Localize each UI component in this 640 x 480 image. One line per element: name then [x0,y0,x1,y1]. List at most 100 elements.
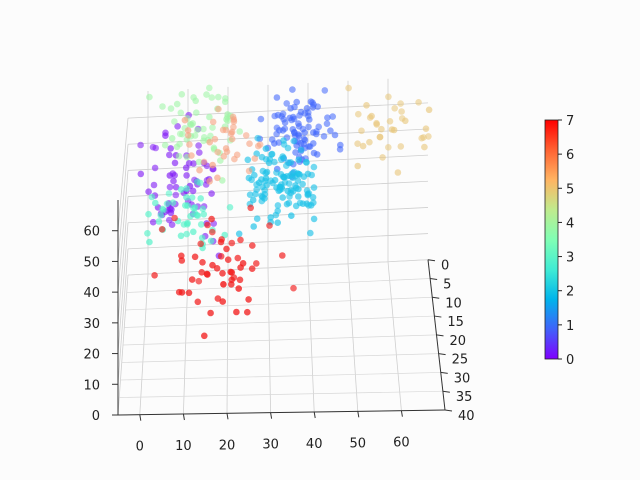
scatter-point [257,115,265,123]
scatter-point [228,239,236,247]
scatter-point [359,142,367,150]
scatter-point [296,199,304,207]
colorbar-gradient [544,119,559,360]
scatter-point [234,254,242,262]
scatter-point [391,105,399,112]
scatter-point [259,167,267,175]
z-axis-ticks: 0 10 20 30 40 50 60 [83,225,118,424]
scatter-point [235,285,242,292]
scatter-point [280,154,288,162]
scatter-point [214,295,222,302]
colorbar-tick-label: 0 [566,353,574,368]
scatter-point [310,163,318,171]
scatter-point [193,126,201,134]
scatter-point [355,110,362,118]
scatter-point [336,146,344,153]
scatter-point [250,223,257,230]
scatter-point [185,289,193,297]
scatter-point [181,116,189,124]
x-tick-mark [357,411,360,418]
y-tick-label: 5 [443,277,451,292]
scatter-point [303,159,310,166]
scatter-point [231,155,238,163]
scatter-point [178,91,186,98]
scatter-point [354,140,361,147]
grid-line [117,118,129,231]
scatter-point [173,143,181,151]
scatter-point [210,144,218,152]
scatter-point [177,232,185,240]
y-tick-label: 10 [445,296,462,311]
z-tick-label: 10 [83,378,100,393]
y-tick-label: 20 [450,334,467,349]
y-tick-mark [432,296,440,299]
grid-line [127,154,429,171]
scatter-point [288,212,295,219]
scatter-point [386,118,394,125]
scatter-point [378,125,385,133]
scatter-point [309,104,317,111]
x-tick-mark [313,411,316,419]
scatter-point [166,183,174,191]
scatter-point [379,154,386,161]
scatter-point [214,148,221,156]
scatter-point [288,186,295,194]
scatter-point [167,145,174,152]
scatter-point [422,125,430,132]
scatter-point [178,257,186,264]
colorbar-tick-label: 4 [566,216,574,231]
scatter-point [166,151,173,159]
scatter-point [310,184,318,191]
scatter-point [151,272,158,279]
colorbar-tick-label: 3 [566,251,574,266]
scatter-point [249,242,256,249]
scatter-point [190,160,197,167]
scatter-point [203,91,210,98]
scatter-point [227,268,234,276]
scatter-point [188,194,196,201]
scatter-point [385,144,392,151]
scatter-point [219,177,226,184]
scatter-point [228,281,235,288]
scatter-point [172,183,180,191]
grid-line [121,353,439,363]
scatter-point [171,159,179,167]
scatter-point [281,119,289,126]
scatter-point [288,116,295,124]
grid-line [124,315,435,328]
scatter-point [327,127,334,134]
scatter-point [259,193,266,201]
x-tick-label: 20 [219,438,236,453]
scatter-point [166,172,174,179]
scatter-point [159,103,166,110]
y-tick-label: 30 [454,371,471,386]
scatter-point [196,166,203,174]
scatter-point [215,105,222,113]
scatter-point [307,202,315,209]
scatter-point [183,230,190,238]
scatter-point [206,113,213,121]
scatter-point [295,170,302,178]
scatter-point [329,113,337,120]
scatter-point [251,155,259,162]
grid-line [127,233,429,250]
scatter-point [273,124,281,132]
scatter-point [223,245,230,253]
scatter-point [230,274,238,281]
grid-line [117,144,129,262]
z-tick-label: 40 [83,286,100,301]
x-tick-label: 0 [136,440,144,455]
scatter-point [271,112,279,120]
scatter-point [183,194,190,201]
scatter-point [204,221,211,229]
scatter-point [162,129,169,137]
scatter-point [206,84,213,92]
scatter-point [183,185,190,192]
y-tick-mark [434,315,442,318]
grid-line [122,334,437,346]
scatter-point [307,229,314,237]
scatter-point [165,190,173,197]
scatter-point [244,156,252,164]
scatter-point [276,186,284,194]
